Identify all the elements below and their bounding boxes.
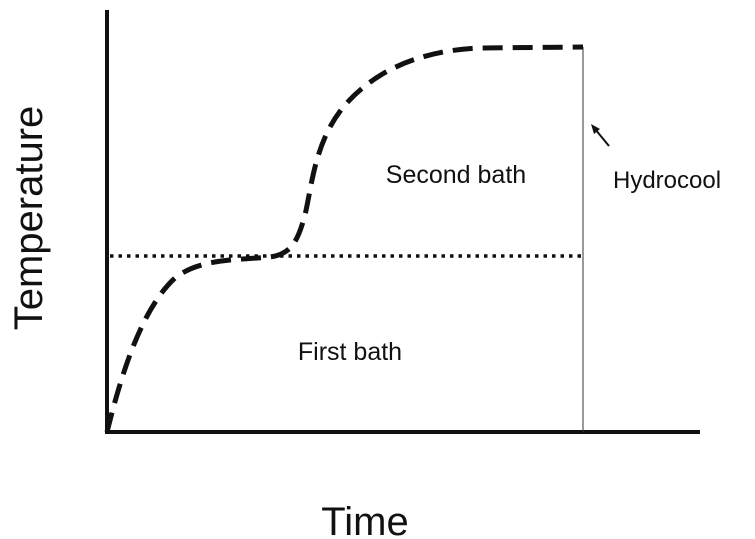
x-axis-label: Time [321,500,408,539]
y-axis-label: Temperature [7,106,51,331]
annotation-label: Hydrocool [613,167,721,194]
region-label: First bath [298,338,402,366]
annotation-arrow [594,128,610,147]
temperature-curve [104,44,584,433]
arrow-head [591,124,600,134]
region-label: Second bath [386,161,526,189]
